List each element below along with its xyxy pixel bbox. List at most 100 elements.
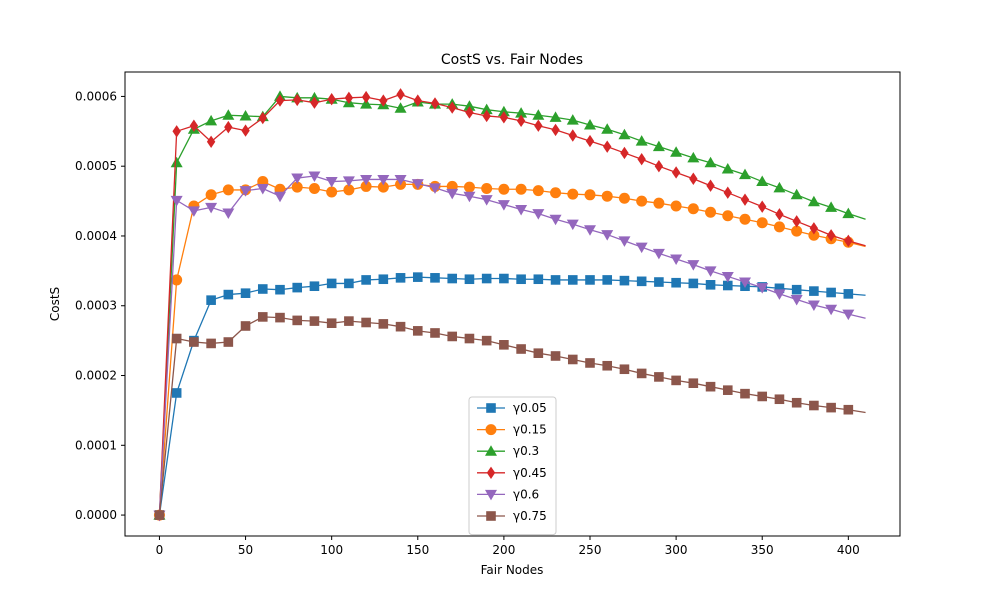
data-point bbox=[721, 162, 734, 174]
data-point bbox=[429, 183, 441, 194]
data-point bbox=[257, 312, 268, 322]
legend-marker bbox=[485, 445, 497, 456]
data-point bbox=[843, 404, 854, 415]
data-point bbox=[239, 186, 252, 197]
data-point bbox=[275, 94, 285, 107]
data-point bbox=[448, 101, 457, 114]
data-point bbox=[620, 146, 629, 160]
data-point bbox=[464, 333, 475, 344]
data-point bbox=[671, 277, 681, 288]
plot-area: 0 50 100 150 200 250 300 350 400 0.0000 0.0001 0.00… bbox=[75, 71, 901, 557]
data-point bbox=[739, 213, 751, 225]
data-point bbox=[825, 201, 838, 212]
data-point bbox=[187, 206, 200, 217]
y-tick-label: 0.0003 bbox=[75, 299, 117, 313]
series-4 bbox=[155, 88, 866, 522]
series-1 bbox=[154, 272, 866, 520]
data-point bbox=[240, 321, 251, 331]
data-point bbox=[205, 202, 218, 214]
x-tick-label: 250 bbox=[579, 543, 602, 557]
data-point bbox=[396, 88, 405, 101]
data-point bbox=[342, 176, 355, 187]
data-point bbox=[344, 278, 354, 289]
legend-label: γ0.6 bbox=[513, 487, 539, 501]
legend-item: γ0.6 bbox=[477, 487, 539, 501]
data-point bbox=[670, 200, 682, 212]
x-tick-label: 100 bbox=[320, 543, 343, 557]
data-point bbox=[482, 109, 491, 123]
data-point bbox=[790, 294, 803, 306]
data-point bbox=[172, 125, 181, 138]
data-point bbox=[653, 197, 665, 209]
data-point bbox=[722, 385, 733, 395]
legend-item: γ0.45 bbox=[477, 466, 547, 480]
y-tick-label: 0.0004 bbox=[75, 229, 117, 243]
data-point bbox=[377, 181, 389, 193]
data-point bbox=[515, 183, 527, 195]
data-point bbox=[705, 381, 716, 392]
data-point bbox=[566, 114, 579, 125]
data-point bbox=[843, 289, 854, 299]
data-point bbox=[688, 378, 699, 388]
data-point bbox=[654, 277, 664, 287]
data-point bbox=[740, 193, 750, 206]
data-point bbox=[689, 172, 698, 185]
x-tick-label: 300 bbox=[665, 543, 688, 557]
data-point bbox=[430, 97, 440, 110]
data-point bbox=[825, 304, 838, 316]
data-point bbox=[773, 289, 786, 300]
data-point bbox=[154, 510, 165, 520]
data-point bbox=[394, 102, 407, 113]
data-point bbox=[206, 338, 216, 349]
data-point bbox=[344, 316, 354, 326]
data-point bbox=[361, 317, 371, 328]
data-point bbox=[550, 187, 562, 199]
data-point bbox=[568, 129, 577, 142]
data-point bbox=[379, 94, 388, 107]
data-point bbox=[533, 274, 544, 285]
legend-label: γ0.15 bbox=[513, 423, 547, 437]
data-point bbox=[463, 191, 476, 203]
data-point bbox=[291, 181, 303, 193]
data-point bbox=[463, 100, 476, 111]
data-point bbox=[619, 275, 630, 286]
legend-item: γ0.75 bbox=[477, 509, 547, 523]
data-point bbox=[378, 274, 389, 285]
data-point bbox=[809, 222, 819, 235]
data-point bbox=[326, 186, 338, 198]
data-point bbox=[360, 174, 373, 186]
y-tick-label: 0.0002 bbox=[75, 369, 117, 383]
data-point bbox=[224, 120, 233, 134]
data-point bbox=[723, 186, 732, 199]
data-point bbox=[618, 192, 630, 204]
data-point bbox=[240, 288, 251, 298]
data-point bbox=[790, 188, 803, 200]
data-point bbox=[739, 168, 751, 180]
data-point bbox=[826, 402, 836, 413]
data-point bbox=[360, 180, 372, 192]
data-point bbox=[499, 111, 509, 124]
data-point bbox=[465, 106, 474, 119]
data-point bbox=[464, 274, 475, 285]
y-tick-label: 0.0006 bbox=[75, 89, 117, 103]
data-point bbox=[722, 280, 733, 291]
data-point bbox=[722, 210, 734, 222]
data-point bbox=[481, 183, 493, 195]
data-point bbox=[395, 321, 406, 332]
data-point bbox=[688, 278, 699, 289]
legend-label: γ0.05 bbox=[513, 401, 547, 415]
data-point bbox=[532, 209, 545, 220]
data-point bbox=[498, 183, 510, 195]
data-point bbox=[567, 275, 578, 285]
series-5 bbox=[153, 171, 866, 522]
series-6 bbox=[154, 312, 866, 520]
x-tick-label: 50 bbox=[238, 543, 253, 557]
data-point bbox=[809, 400, 819, 411]
data-point bbox=[671, 166, 681, 179]
data-point bbox=[499, 340, 509, 350]
legend-marker bbox=[486, 466, 496, 479]
data-point bbox=[652, 140, 665, 152]
data-point bbox=[411, 179, 424, 190]
data-point bbox=[327, 93, 336, 106]
legend-label: γ0.3 bbox=[513, 444, 539, 458]
